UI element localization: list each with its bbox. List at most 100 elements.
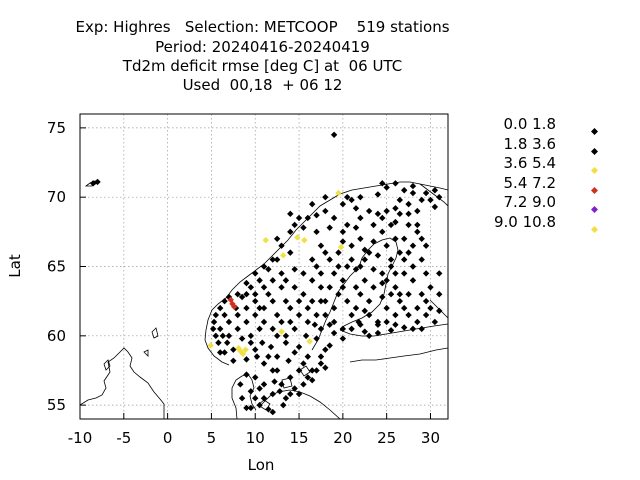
station-marker: [235, 345, 242, 352]
station-marker: [330, 304, 338, 312]
station-marker: [278, 242, 285, 249]
station-marker: [282, 339, 290, 346]
station-marker: [308, 200, 316, 208]
station-marker: [400, 235, 408, 242]
station-marker: [357, 263, 364, 270]
station-marker: [238, 395, 246, 402]
station-marker: [252, 346, 259, 353]
station-marker: [352, 266, 360, 273]
station-marker: [256, 304, 263, 312]
station-marker: [357, 193, 364, 201]
station-marker: [238, 335, 246, 342]
station-marker: [400, 324, 408, 331]
station-marker: [224, 339, 231, 346]
station-marker: [291, 385, 298, 392]
station-marker: [273, 367, 281, 374]
station-marker: [265, 291, 272, 298]
station-marker: [344, 221, 351, 229]
station-marker: [304, 318, 312, 326]
station-marker: [304, 353, 312, 360]
station-marker: [387, 256, 395, 263]
station-marker: [247, 332, 255, 340]
station-marker: [304, 304, 312, 312]
station-marker: [308, 376, 316, 384]
station-marker: [295, 311, 303, 319]
station-marker: [267, 343, 275, 351]
x-tick-label: 10: [246, 429, 265, 447]
station-marker: [256, 325, 263, 333]
station-marker: [300, 360, 307, 367]
station-marker: [295, 297, 303, 305]
station-marker: [215, 339, 222, 346]
station-marker: [365, 297, 373, 305]
station-marker: [392, 311, 399, 319]
legend-entry: 0.0 1.8: [470, 115, 620, 135]
station-marker: [221, 297, 228, 305]
station-marker: [330, 214, 338, 222]
station-marker: [396, 210, 404, 218]
station-marker: [379, 228, 386, 236]
station-marker: [238, 293, 246, 301]
station-marker: [260, 360, 268, 367]
station-marker: [322, 297, 329, 305]
station-marker: [231, 303, 238, 310]
station-marker: [409, 189, 417, 197]
station-marker: [317, 242, 325, 249]
station-marker: [379, 279, 386, 287]
station-marker: [287, 304, 294, 312]
station-marker: [322, 364, 329, 371]
station-marker: [322, 311, 329, 319]
station-marker: [260, 284, 268, 291]
station-marker: [265, 353, 272, 360]
station-marker: [339, 238, 347, 245]
y-tick-label: 55: [47, 396, 66, 414]
station-marker: [379, 293, 386, 301]
station-marker: [262, 236, 269, 244]
station-marker: [308, 367, 316, 374]
station-marker: [383, 318, 390, 326]
station-marker: [370, 284, 377, 291]
legend-marker-icon: [591, 218, 598, 233]
station-marker: [405, 200, 412, 208]
station-marker: [326, 224, 333, 231]
station-marker: [383, 242, 390, 249]
x-tick-label: 0: [163, 429, 173, 447]
station-marker: [221, 349, 228, 356]
station-marker: [348, 242, 355, 249]
station-marker: [295, 367, 303, 374]
x-tick-label: 25: [377, 429, 396, 447]
legend-label: 7.2 9.0: [503, 193, 556, 211]
station-marker: [405, 291, 412, 298]
station-marker: [219, 332, 227, 340]
station-marker: [259, 339, 266, 346]
station-marker: [436, 270, 443, 277]
y-tick-label: 75: [47, 119, 66, 137]
station-marker: [207, 342, 214, 349]
station-marker: [392, 235, 399, 242]
station-marker: [352, 224, 360, 231]
title-line-3: Td2m deficit rmse [deg C] at 06 UTC: [122, 57, 403, 75]
station-marker: [409, 182, 417, 190]
station-marker: [287, 228, 294, 236]
station-marker: [278, 318, 285, 326]
station-marker: [252, 374, 259, 381]
y-tick-label: 70: [47, 188, 66, 206]
station-marker: [414, 207, 421, 215]
station-marker: [387, 291, 395, 298]
station-marker: [392, 270, 399, 277]
station-marker: [383, 184, 390, 191]
station-marker: [330, 318, 338, 326]
station-marker: [409, 242, 417, 249]
station-marker: [326, 342, 333, 349]
station-marker: [414, 221, 421, 229]
x-tick-label: -10: [68, 429, 93, 447]
station-marker: [422, 242, 430, 249]
station-marker: [392, 284, 399, 291]
x-axis-label: Lon: [248, 456, 275, 474]
station-marker: [400, 256, 408, 263]
title-line-2: Period: 20240416-20240419: [155, 38, 370, 56]
station-marker: [294, 234, 301, 241]
station-marker: [287, 318, 294, 326]
station-marker: [269, 367, 276, 374]
